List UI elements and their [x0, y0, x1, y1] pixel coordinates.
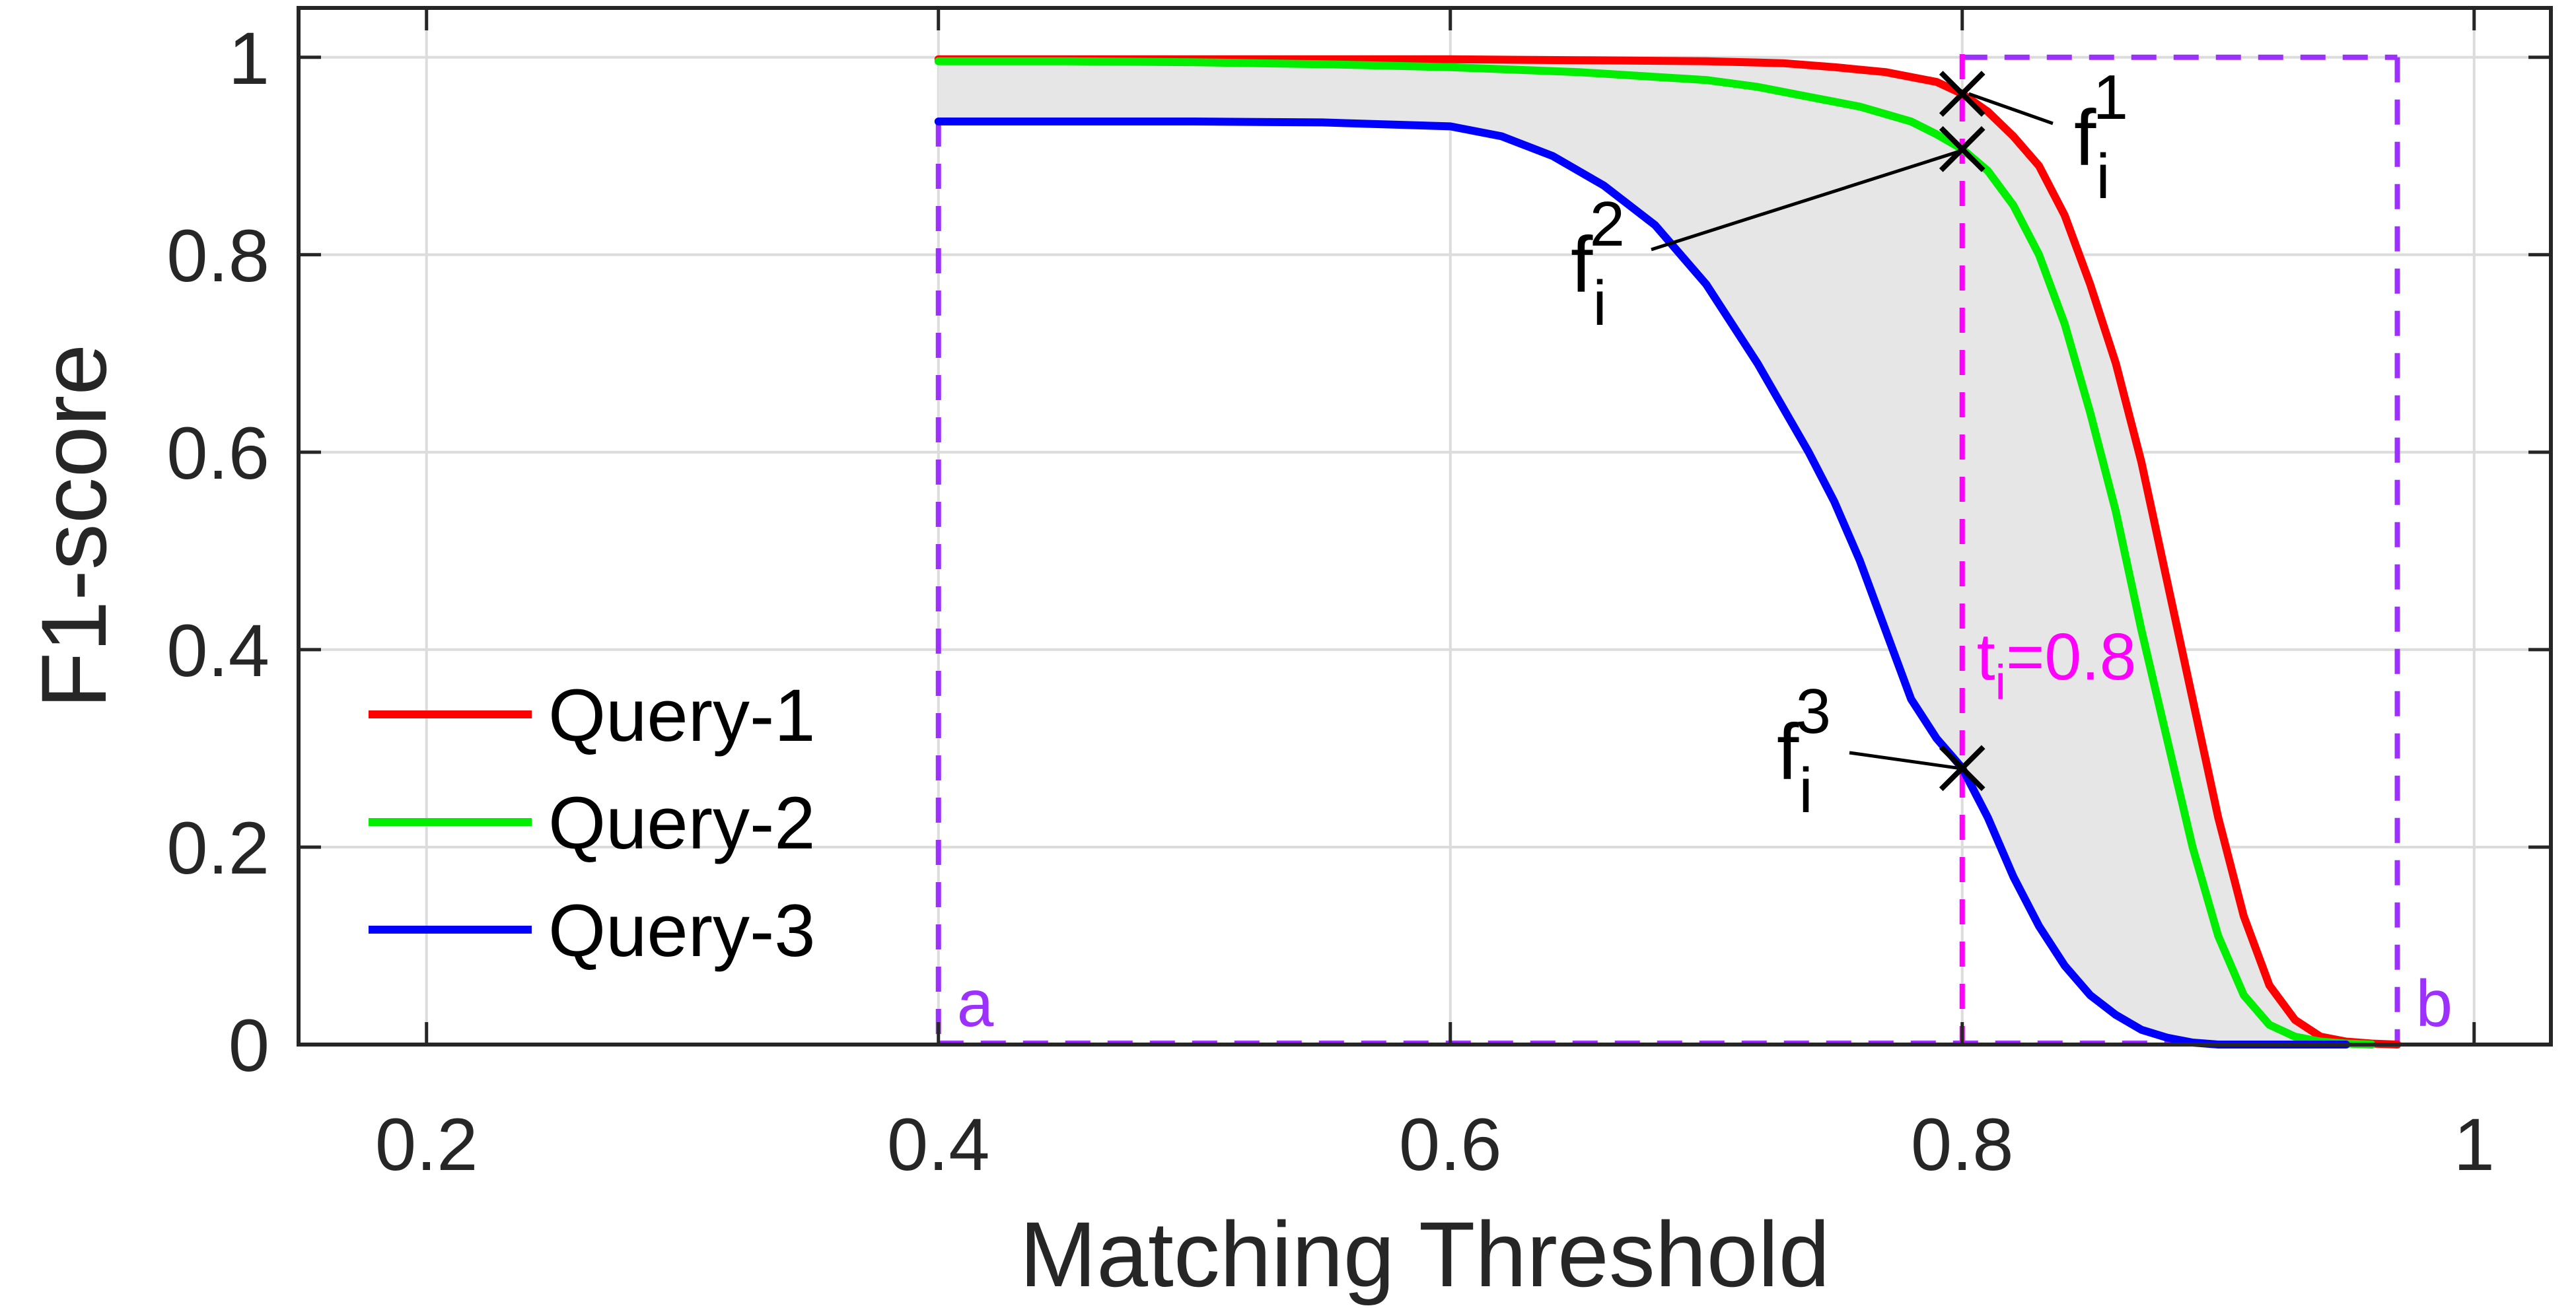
y-axis-ticks: 0 0.2 0.4 0.6 0.8 1	[166, 17, 2551, 1087]
legend: Query-1 Query-2 Query-3	[369, 674, 816, 972]
marker-1-leader	[1968, 92, 2054, 125]
legend-label-1: Query-1	[548, 674, 816, 757]
y-tick-label-0: 0	[229, 1004, 269, 1087]
series-line-1	[934, 55, 2402, 1049]
series-line-3	[934, 118, 2350, 1049]
x-axis-ticks: 0.2 0.4 0.6 0.8 1	[375, 8, 2495, 1186]
y-tick-label-2: 0.4	[166, 609, 269, 692]
threshold-label: ti=0.8	[1977, 620, 2137, 710]
threshold-line: ti=0.8	[1959, 54, 2137, 1045]
x-tick-label-1: 0.4	[887, 1103, 990, 1186]
marker-1-label: fi1	[2074, 62, 2128, 212]
marker-1-stroke-b	[1939, 71, 1986, 117]
marker-2-stroke-b	[1939, 125, 1986, 172]
marker-2-label: fi2	[1571, 189, 1625, 339]
y-tick-label-1: 0.2	[166, 807, 269, 889]
range-label-b: b	[2416, 967, 2453, 1041]
marker-3-leader	[1849, 751, 1959, 770]
x-tick-label-2: 0.6	[1399, 1103, 1502, 1186]
y-tick-label-3: 0.6	[166, 412, 269, 495]
marker-2-leader	[1651, 150, 1959, 252]
y-axis-label: F1-score	[22, 344, 125, 708]
shaded-band-area	[938, 59, 2398, 1045]
marker-3-label: fi3	[1777, 676, 1831, 826]
x-axis-label: Matching Threshold	[1020, 1202, 1830, 1306]
range-label-a: a	[957, 967, 994, 1041]
series-lines	[934, 55, 2402, 1049]
x-tick-label-3: 0.8	[1911, 1103, 2014, 1186]
series-line-2	[934, 57, 2376, 1049]
marker-3-stroke-b	[1939, 745, 1986, 792]
legend-label-2: Query-2	[548, 782, 816, 864]
plot-frame	[297, 6, 2553, 1047]
y-tick-label-5: 1	[229, 17, 269, 100]
marker-group: fi1 fi2 fi3	[1571, 62, 2128, 826]
shaded-band	[938, 59, 2398, 1045]
y-tick-label-4: 0.8	[166, 215, 269, 297]
legend-label-3: Query-3	[548, 889, 816, 972]
x-tick-label-0: 0.2	[375, 1103, 478, 1186]
x-tick-label-4: 1	[2454, 1103, 2495, 1186]
